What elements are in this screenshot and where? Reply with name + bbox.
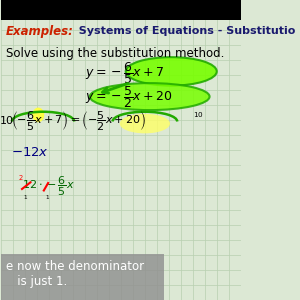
- Text: $_1$: $_1$: [23, 193, 28, 202]
- Text: Systems of Equations - Substitutio: Systems of Equations - Substitutio: [70, 26, 295, 35]
- Text: $\left(-\dfrac{6}{5}x+7\right)=\left(-\dfrac{5}{2}x+20\right)$: $\left(-\dfrac{6}{5}x+7\right)=\left(-\d…: [11, 109, 146, 133]
- Circle shape: [33, 108, 44, 122]
- Text: $_1$: $_1$: [45, 193, 50, 202]
- Ellipse shape: [126, 57, 217, 86]
- Text: $y = -\dfrac{5}{2}x + 20$: $y = -\dfrac{5}{2}x + 20$: [85, 85, 173, 110]
- Ellipse shape: [120, 114, 170, 133]
- Text: Solve using the substitution method.: Solve using the substitution method.: [6, 46, 224, 59]
- Text: $12\cdot-\dfrac{6}{5}x$: $12\cdot-\dfrac{6}{5}x$: [22, 175, 74, 198]
- Text: $^2$: $^2$: [18, 175, 24, 185]
- Ellipse shape: [90, 83, 210, 110]
- Text: $y = -\dfrac{6}{5}x + 7$: $y = -\dfrac{6}{5}x + 7$: [85, 61, 164, 86]
- Text: e now the denominator
   is just 1.: e now the denominator is just 1.: [6, 260, 144, 287]
- Text: Examples:: Examples:: [6, 26, 74, 38]
- FancyBboxPatch shape: [1, 254, 164, 300]
- Text: $^{10}$: $^{10}$: [193, 112, 204, 122]
- Text: $-12x$: $-12x$: [11, 146, 49, 160]
- FancyBboxPatch shape: [1, 0, 241, 20]
- Text: 10: 10: [0, 116, 14, 126]
